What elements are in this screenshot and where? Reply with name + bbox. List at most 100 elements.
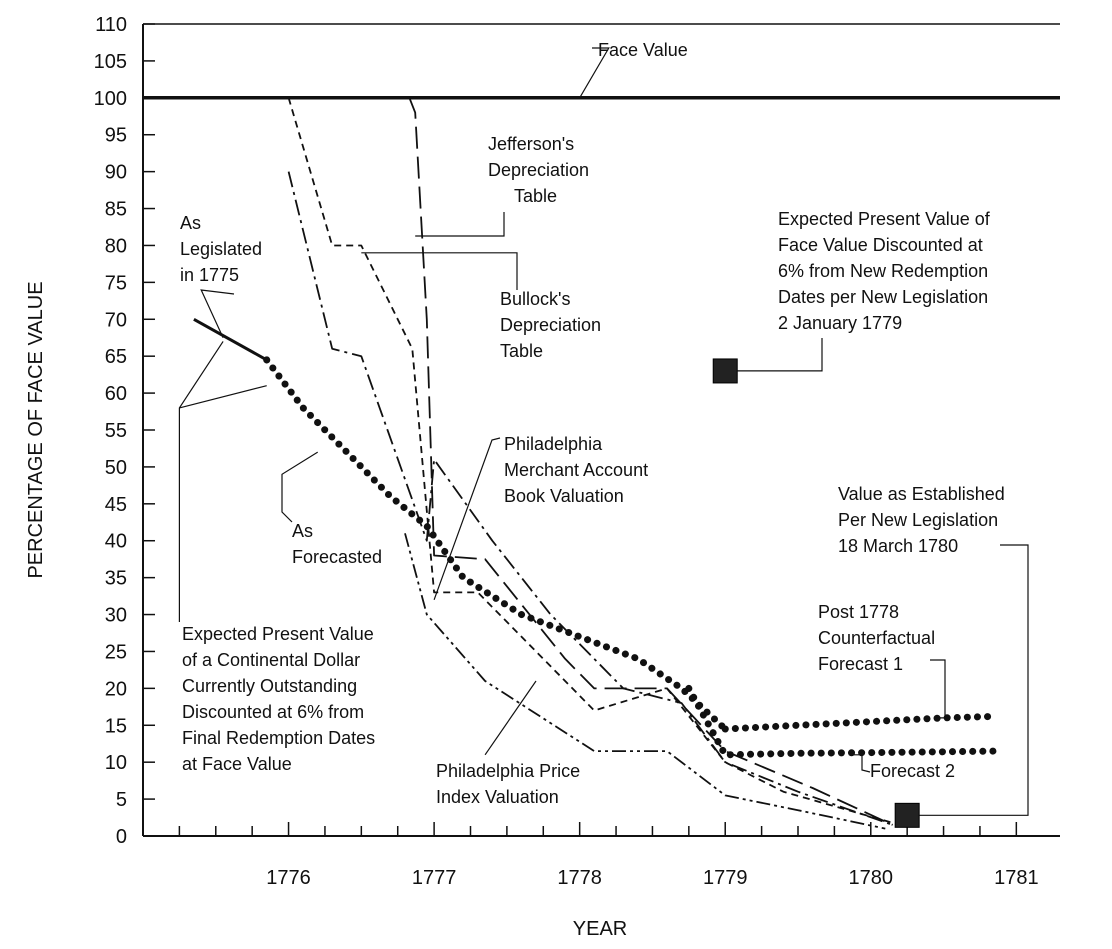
svg-text:Forecasted: Forecasted (292, 547, 382, 567)
annotation-established-1780: Value as Established Per New Legislation… (838, 484, 1005, 556)
annotation-post-1778: Post 1778 Counterfactual Forecast 1 (818, 602, 935, 674)
annotation-forecast-2: Forecast 2 (870, 761, 955, 781)
y-tick-label-15: 15 (105, 715, 127, 737)
svg-text:Book Valuation: Book Valuation (504, 486, 624, 506)
x-tick-label-1779: 1779 (703, 867, 748, 889)
y-tick-label-50: 50 (105, 457, 127, 479)
y-tick-label-10: 10 (105, 752, 127, 774)
y-axis: 0 5 10 15 20 25 30 35 40 45 50 55 60 65 70 75 80 85 90 95 10… (94, 14, 155, 848)
leader-legislated (200, 289, 235, 338)
svg-text:Currently Outstanding: Currently Outstanding (182, 676, 357, 696)
series-bullock-s-depreciation-table (287, 97, 901, 826)
leader-expected-1779 (737, 338, 823, 372)
point-expected-1779 (712, 358, 738, 384)
svg-text:Final Redemption Dates: Final Redemption Dates (182, 728, 375, 748)
svg-text:of a Continental Dollar: of a Continental Dollar (182, 650, 360, 670)
svg-text:Depreciation: Depreciation (488, 160, 589, 180)
y-tick-label-75: 75 (105, 272, 127, 294)
y-tick-label-80: 80 (105, 235, 127, 257)
svg-text:in 1775: in 1775 (180, 265, 239, 285)
y-tick-label-105: 105 (94, 51, 127, 73)
x-tick-label-1780: 1780 (849, 867, 894, 889)
leader-bullock (361, 252, 518, 290)
y-tick-label-55: 55 (105, 420, 127, 442)
leader-price-index (484, 680, 537, 756)
svg-text:Value as Established: Value as Established (838, 484, 1005, 504)
annotation-price-index: Philadelphia Price Index Valuation (436, 761, 580, 807)
annotation-expected-1779: Expected Present Value of Face Value Dis… (778, 209, 991, 333)
annotation-face-value: Face Value (598, 40, 688, 60)
annotation-jefferson: Jefferson's Depreciation Table (488, 134, 589, 206)
series-layer (143, 96, 1060, 830)
series-philadelphia-price-index-valuation (404, 533, 886, 830)
y-tick-label-40: 40 (105, 531, 127, 553)
svg-text:Dates per New Legislation: Dates per New Legislation (778, 287, 988, 307)
svg-text:Philadelphia: Philadelphia (504, 434, 603, 454)
svg-text:Per New Legislation: Per New Legislation (838, 510, 998, 530)
leader-post-1778 (930, 659, 946, 719)
svg-text:Expected Present Value: Expected Present Value (182, 624, 374, 644)
leader-forecast-2 (848, 754, 871, 773)
x-tick-label-1777: 1777 (412, 867, 457, 889)
annotation-bullock: Bullock's Depreciation Table (500, 289, 601, 361)
y-tick-label-95: 95 (105, 125, 127, 147)
svg-text:6% from New Redemption: 6% from New Redemption (778, 261, 988, 281)
svg-text:Post 1778: Post 1778 (818, 602, 899, 622)
y-tick-label-85: 85 (105, 199, 127, 221)
svg-text:Merchant Account: Merchant Account (504, 460, 648, 480)
annotation-expected-dollar: Expected Present Value of a Continental … (182, 624, 375, 774)
leader-expected-dollar-a (178, 341, 224, 622)
x-tick-label-1776: 1776 (266, 867, 311, 889)
series-post-1778-counterfactual-forecast-1 (721, 712, 998, 733)
y-tick-label-65: 65 (105, 346, 127, 368)
svg-text:Table: Table (500, 341, 543, 361)
leader-face-value (579, 47, 610, 99)
y-tick-label-30: 30 (105, 605, 127, 627)
y-tick-label-35: 35 (105, 568, 127, 590)
svg-text:Discounted at 6% from: Discounted at 6% from (182, 702, 364, 722)
annotation-leaders (178, 47, 1029, 816)
points-layer (712, 358, 920, 828)
svg-text:Face Value Discounted at: Face Value Discounted at (778, 235, 983, 255)
svg-text:2 January 1779: 2 January 1779 (778, 313, 902, 333)
svg-text:Index Valuation: Index Valuation (436, 787, 559, 807)
svg-text:As: As (292, 521, 313, 541)
svg-text:Philadelphia Price: Philadelphia Price (436, 761, 580, 781)
svg-text:Counterfactual: Counterfactual (818, 628, 935, 648)
y-tick-label-70: 70 (105, 309, 127, 331)
y-tick-label-5: 5 (116, 789, 127, 811)
y-axis-title: PERCENTAGE OF FACE VALUE (25, 281, 47, 578)
y-tick-label-0: 0 (116, 826, 127, 848)
x-axis-title: YEAR (573, 918, 627, 940)
svg-text:As: As (180, 213, 201, 233)
x-tick-label-1781: 1781 (994, 867, 1039, 889)
y-tick-label-90: 90 (105, 162, 127, 184)
svg-text:Bullock's: Bullock's (500, 289, 570, 309)
series-as-forecasted (263, 356, 729, 733)
y-tick-label-110: 110 (95, 14, 127, 36)
y-tick-label-60: 60 (105, 383, 127, 405)
svg-text:Expected Present Value of: Expected Present Value of (778, 209, 991, 229)
svg-text:Legislated: Legislated (180, 239, 262, 259)
point-established-1780 (894, 802, 920, 828)
svg-text:18 March 1780: 18 March 1780 (838, 536, 958, 556)
leader-expected-dollar-b (179, 385, 267, 409)
svg-text:at Face Value: at Face Value (182, 754, 292, 774)
annotation-merchant: Philadelphia Merchant Account Book Valua… (504, 434, 648, 506)
y-tick-label-20: 20 (105, 678, 127, 700)
leader-forecasted (281, 451, 319, 523)
annotation-forecasted: As Forecasted (292, 521, 382, 567)
leader-merchant (433, 437, 501, 601)
x-tick-label-1778: 1778 (557, 867, 602, 889)
series-forecast-2 (685, 684, 998, 759)
x-axis: 1776 1777 1778 1779 1780 1781 (178, 822, 1039, 889)
annotation-legislated: As Legislated in 1775 (180, 213, 262, 285)
svg-text:Table: Table (514, 186, 557, 206)
leader-established-1780 (919, 544, 1029, 816)
series-philadelphia-merchant-account-book-valuation (287, 171, 893, 826)
svg-text:Depreciation: Depreciation (500, 315, 601, 335)
y-tick-label-45: 45 (105, 494, 127, 516)
y-tick-label-25: 25 (105, 641, 127, 663)
series-as-legislated-in-1775 (193, 317, 268, 362)
